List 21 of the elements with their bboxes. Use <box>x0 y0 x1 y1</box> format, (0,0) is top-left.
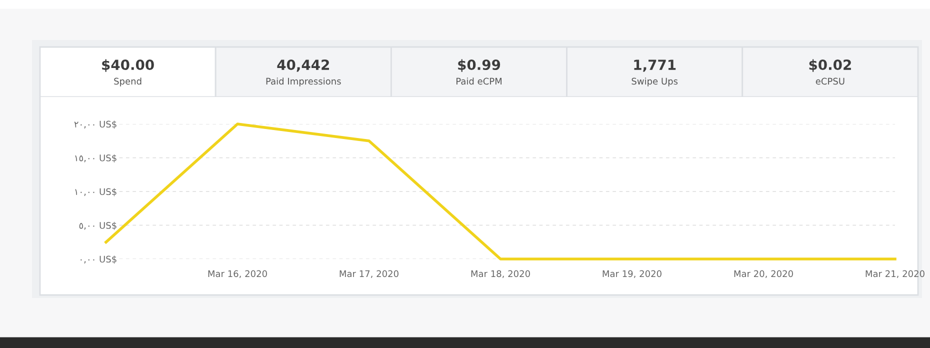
y-tick-label: ٠,٠٠ US$ <box>80 256 116 264</box>
x-tick-label: Mar 20, 2020 <box>734 270 793 278</box>
text: $0.02 <box>809 59 851 72</box>
text: 1,771 <box>634 60 676 72</box>
x-tick-label: Mar 16, 2020 <box>208 270 267 278</box>
x-tick-label: Mar 18, 2020 <box>471 270 530 278</box>
y-tick-label: ٥,٠٠ US$ <box>79 222 116 230</box>
text: $0.99 <box>458 59 500 72</box>
text: 40,442 <box>277 60 329 72</box>
x-tick-label: Mar 19, 2020 <box>602 270 662 278</box>
text: $40.00 <box>102 59 154 72</box>
category-label: Swipe Ups <box>632 78 678 86</box>
category-label: Spend <box>114 78 142 86</box>
category-label: Paid Impressions <box>266 78 341 86</box>
x-tick-label: Mar 21, 2020 <box>866 270 924 278</box>
x-tick-label: Mar 17, 2020 <box>340 270 398 278</box>
y-tick-label: ١٥,٠٠ US$ <box>75 154 116 163</box>
y-tick-label: ٢٠,٠٠ US$ <box>74 120 116 129</box>
category-label: Paid eCPM <box>456 78 502 85</box>
category-label: eCPSU <box>816 78 844 85</box>
y-tick-label: ١٠,٠٠ US$ <box>75 188 116 196</box>
